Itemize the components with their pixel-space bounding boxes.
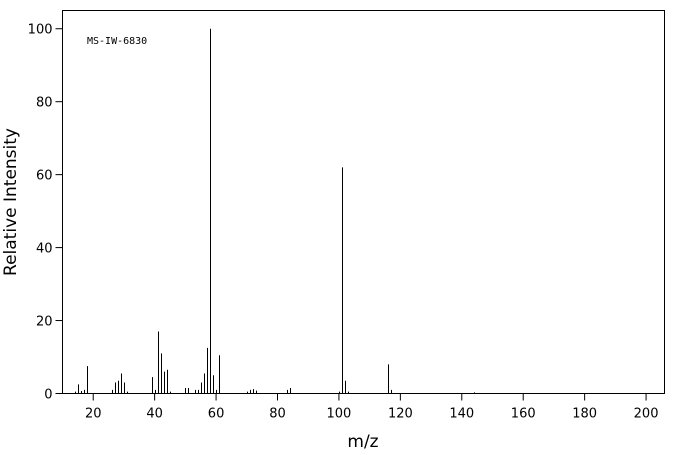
y-axis-label: Relative Intensity [1,128,21,276]
x-tick-label: 140 [449,407,474,422]
x-tick-label: 40 [146,407,163,422]
y-tick-label: 60 [36,169,53,184]
plot-frame [62,10,665,394]
x-tick-label: 200 [634,407,659,422]
y-tick-label: 20 [36,315,53,330]
y-tick-label: 0 [44,388,52,403]
x-tick-label: 120 [388,407,413,422]
x-tick-label: 160 [511,407,536,422]
x-tick-label: 100 [327,407,352,422]
x-tick-label: 20 [85,407,102,422]
y-tick-label: 40 [36,242,53,257]
x-axis-label: m/z [347,432,378,452]
x-tick-label: 60 [208,407,225,422]
x-tick-label: 80 [269,407,286,422]
annotation: MS-IW-6830 [87,36,147,47]
y-tick-label: 80 [36,96,53,111]
y-tick-label: 100 [28,23,53,38]
x-tick-label: 180 [572,407,597,422]
